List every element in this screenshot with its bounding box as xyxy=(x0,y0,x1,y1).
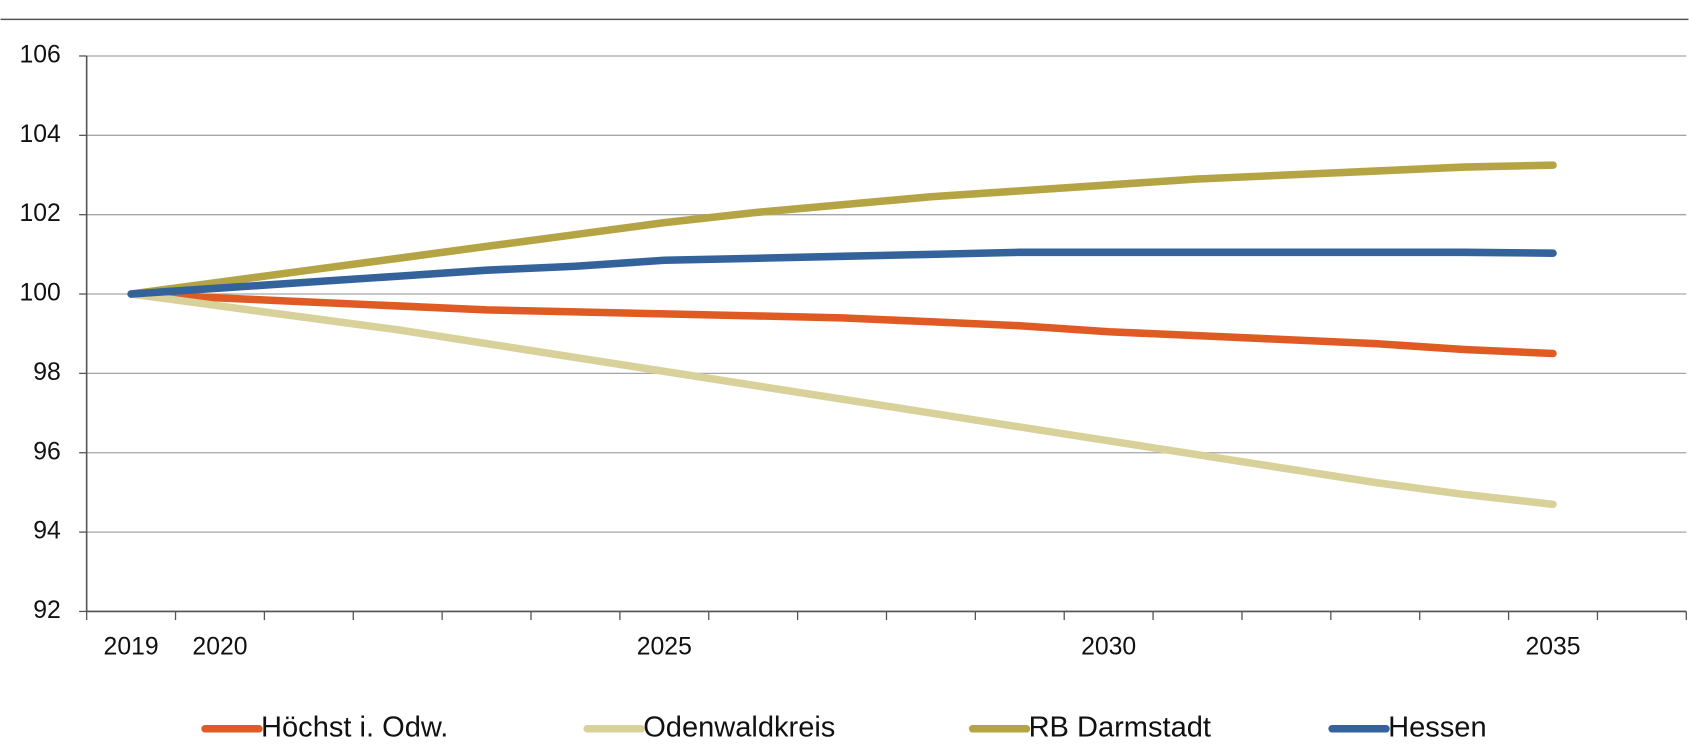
series-line xyxy=(127,290,1557,358)
series-line xyxy=(127,161,1557,298)
y-tick-label: 96 xyxy=(33,438,61,465)
series-line xyxy=(127,248,1557,298)
y-tick-label: 102 xyxy=(20,200,61,227)
x-tick-label: 2019 xyxy=(104,634,159,661)
legend-label: Hessen xyxy=(1388,711,1486,743)
y-tick-label: 100 xyxy=(20,280,61,307)
x-tick-label: 2030 xyxy=(1081,634,1136,661)
x-tick-label: 2035 xyxy=(1525,634,1580,661)
series-line xyxy=(127,290,1557,509)
x-tick-label: 2020 xyxy=(192,634,247,661)
legend-label: Höchst i. Odw. xyxy=(261,711,448,743)
legend-label: RB Darmstadt xyxy=(1029,711,1211,743)
y-tick-label: 92 xyxy=(33,597,61,624)
y-tick-label: 98 xyxy=(33,359,61,386)
y-tick-label: 106 xyxy=(20,42,61,69)
legend-label: Odenwaldkreis xyxy=(643,711,835,743)
y-tick-label: 94 xyxy=(33,518,61,545)
x-tick-label: 2025 xyxy=(637,634,692,661)
y-tick-label: 104 xyxy=(20,121,62,148)
